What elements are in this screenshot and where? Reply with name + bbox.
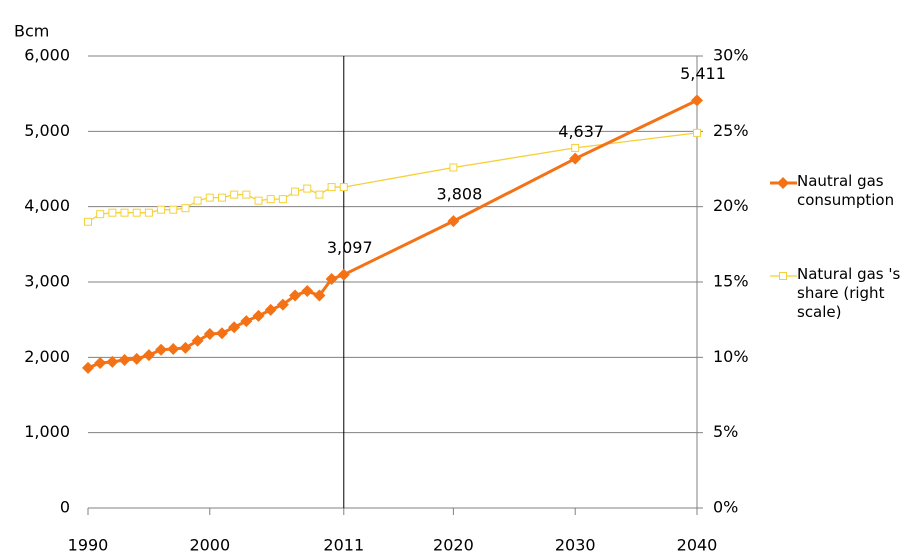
y-tick-label: 0 bbox=[60, 498, 70, 517]
data-point bbox=[313, 289, 326, 302]
data-point bbox=[327, 183, 336, 192]
data-label: 5,411 bbox=[680, 64, 726, 83]
data-point bbox=[132, 208, 141, 217]
data-point bbox=[157, 205, 166, 214]
legend-label: Nautral gas consumption bbox=[797, 172, 895, 209]
series-line bbox=[87, 132, 698, 223]
series-line bbox=[87, 99, 698, 370]
data-point bbox=[276, 298, 289, 311]
legend-symbol bbox=[779, 272, 787, 280]
data-point bbox=[106, 355, 119, 368]
y-axis-label: Bcm bbox=[14, 22, 49, 41]
data-point bbox=[266, 195, 275, 204]
data-point bbox=[118, 353, 131, 366]
data-point bbox=[240, 315, 253, 328]
data-point bbox=[447, 215, 460, 228]
y2-tick-label: 15% bbox=[713, 272, 749, 291]
data-point bbox=[108, 208, 117, 217]
data-point bbox=[169, 205, 178, 214]
y2-tick-label: 10% bbox=[713, 347, 749, 366]
x-tick-label: 2040 bbox=[677, 536, 718, 554]
data-point bbox=[264, 303, 277, 316]
data-label: 3,097 bbox=[327, 238, 373, 257]
data-point bbox=[252, 309, 265, 322]
data-point bbox=[155, 343, 168, 356]
data-point bbox=[94, 356, 107, 369]
data-point bbox=[167, 343, 180, 356]
data-point bbox=[303, 184, 312, 193]
y-tick-label: 4,000 bbox=[24, 196, 70, 215]
x-tick-label: 2030 bbox=[555, 536, 596, 554]
data-point bbox=[191, 334, 204, 347]
y2-tick-label: 0% bbox=[713, 498, 738, 517]
data-point bbox=[278, 195, 287, 204]
data-point bbox=[254, 196, 263, 205]
data-label: 4,637 bbox=[558, 122, 604, 141]
data-point bbox=[691, 94, 703, 107]
data-point bbox=[339, 183, 348, 192]
data-point bbox=[144, 208, 153, 217]
data-point bbox=[571, 143, 580, 152]
data-point bbox=[142, 349, 155, 362]
legend-label: Natural gas 's share (right scale) bbox=[797, 265, 901, 321]
data-point bbox=[179, 341, 192, 354]
x-tick-label: 2020 bbox=[433, 536, 474, 554]
x-tick-label: 2011 bbox=[323, 536, 364, 554]
y-tick-label: 5,000 bbox=[24, 121, 70, 140]
data-point bbox=[337, 268, 350, 281]
data-point bbox=[205, 193, 214, 202]
data-point bbox=[449, 163, 458, 172]
x-tick-label: 2000 bbox=[189, 536, 230, 554]
data-point bbox=[242, 190, 251, 199]
data-point bbox=[130, 352, 143, 365]
y-tick-label: 2,000 bbox=[24, 347, 70, 366]
data-label: 3,808 bbox=[436, 185, 482, 204]
data-point bbox=[291, 187, 300, 196]
data-point bbox=[203, 327, 216, 340]
data-point bbox=[181, 204, 190, 213]
data-point bbox=[693, 128, 701, 137]
y-tick-label: 6,000 bbox=[24, 46, 70, 65]
x-tick-label: 1990 bbox=[68, 536, 109, 554]
data-point bbox=[315, 190, 324, 199]
data-point bbox=[120, 208, 129, 217]
y2-tick-label: 20% bbox=[713, 196, 749, 215]
data-point bbox=[301, 285, 314, 298]
data-point bbox=[215, 327, 228, 340]
y-tick-label: 3,000 bbox=[24, 272, 70, 291]
data-point bbox=[325, 272, 338, 285]
data-point bbox=[96, 210, 105, 219]
y2-tick-label: 25% bbox=[713, 121, 749, 140]
data-point bbox=[569, 152, 582, 165]
data-point bbox=[228, 321, 241, 334]
y-tick-label: 1,000 bbox=[24, 422, 70, 441]
data-point bbox=[289, 289, 302, 302]
y2-tick-label: 5% bbox=[713, 422, 738, 441]
data-point bbox=[193, 196, 202, 205]
legend-symbol bbox=[777, 177, 789, 189]
y2-tick-label: 30% bbox=[713, 46, 749, 65]
data-point bbox=[84, 217, 92, 226]
data-point bbox=[82, 361, 94, 374]
data-point bbox=[230, 190, 239, 199]
data-point bbox=[217, 193, 226, 202]
